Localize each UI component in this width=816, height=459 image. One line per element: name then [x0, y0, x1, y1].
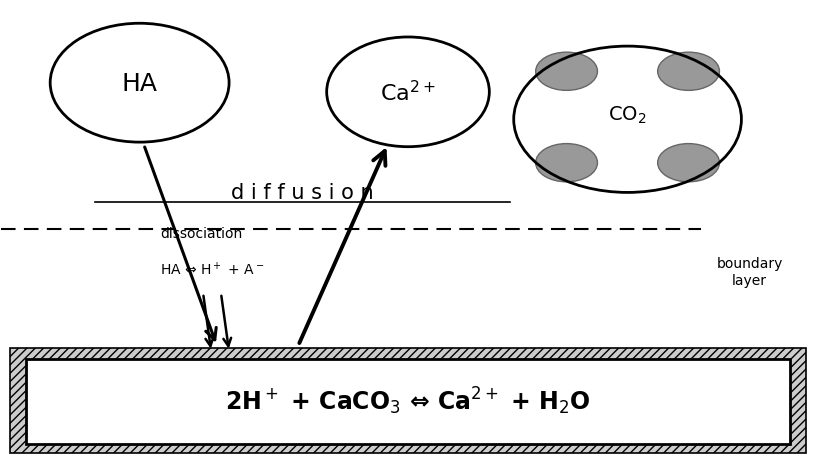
Text: 2H$^+$ + CaCO$_3$ ⇔ Ca$^{2+}$ + H$_2$O: 2H$^+$ + CaCO$_3$ ⇔ Ca$^{2+}$ + H$_2$O	[225, 385, 591, 416]
Bar	[26, 359, 790, 444]
Text: Ca$^{2+}$: Ca$^{2+}$	[380, 80, 436, 105]
Ellipse shape	[50, 24, 229, 143]
Ellipse shape	[326, 38, 490, 147]
Text: dissociation: dissociation	[160, 227, 242, 241]
Bar	[10, 348, 806, 453]
Text: HA ⇔ H$^+$ + A$^-$: HA ⇔ H$^+$ + A$^-$	[160, 260, 264, 277]
Text: d i f f u s i o n: d i f f u s i o n	[231, 182, 374, 202]
Text: boundary
layer: boundary layer	[716, 257, 783, 287]
Text: CO$_2$: CO$_2$	[609, 105, 647, 126]
Ellipse shape	[658, 53, 720, 91]
Ellipse shape	[535, 53, 597, 91]
Ellipse shape	[658, 144, 720, 182]
Ellipse shape	[535, 144, 597, 182]
Text: HA: HA	[122, 72, 157, 95]
